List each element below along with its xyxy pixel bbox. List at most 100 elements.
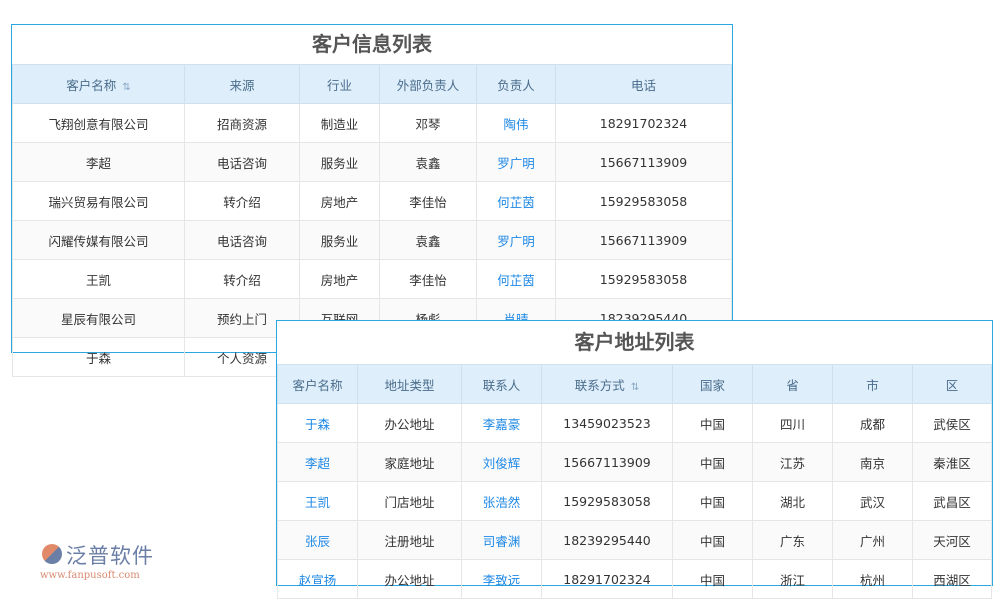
table-cell: 天河区 bbox=[912, 520, 992, 560]
table-row[interactable]: 赵宣扬 办公地址 李致远 18291702324 中国 浙江 杭州 西湖区 bbox=[277, 559, 992, 599]
table-cell: 家庭地址 bbox=[357, 442, 462, 482]
table-cell: 成都 bbox=[832, 403, 913, 443]
column-header[interactable]: 国家 bbox=[672, 364, 753, 404]
column-header[interactable]: 负责人 bbox=[476, 64, 556, 104]
table-cell: 15929583058 bbox=[555, 259, 732, 299]
column-header-label: 客户名称 bbox=[292, 377, 343, 393]
table-cell: 广州 bbox=[832, 520, 913, 560]
table-cell: 服务业 bbox=[299, 142, 380, 182]
column-header-label: 电话 bbox=[630, 77, 656, 93]
table-cell[interactable]: 李嘉豪 bbox=[461, 403, 542, 443]
table-cell: 招商资源 bbox=[184, 103, 300, 143]
column-header-label: 来源 bbox=[229, 77, 255, 93]
table-cell: 秦淮区 bbox=[912, 442, 992, 482]
table-row[interactable]: 李超 电话咨询 服务业 袁鑫 罗广明 15667113909 bbox=[12, 142, 732, 182]
table-cell[interactable]: 刘俊辉 bbox=[461, 442, 542, 482]
column-header[interactable]: 市 bbox=[832, 364, 913, 404]
customer-address-title: 客户地址列表 bbox=[574, 330, 695, 354]
table-cell[interactable]: 李致远 bbox=[461, 559, 542, 599]
table-cell: 中国 bbox=[672, 559, 753, 599]
table-cell: 飞翔创意有限公司 bbox=[12, 103, 185, 143]
table-row[interactable]: 瑞兴贸易有限公司 转介绍 房地产 李佳怡 何芷茵 15929583058 bbox=[12, 181, 732, 221]
customer-address-panel: 客户地址列表 客户名称 地址类型 联系人 联系方式 ⇅ 国家省市区于森 办公地址 李嘉豪 134… bbox=[276, 320, 993, 599]
table-cell: 武汉 bbox=[832, 481, 913, 521]
customer-info-title: 客户信息列表 bbox=[312, 32, 432, 56]
table-cell[interactable]: 罗广明 bbox=[476, 142, 556, 182]
table-cell: 江苏 bbox=[752, 442, 833, 482]
table-row[interactable]: 闪耀传媒有限公司 电话咨询 服务业 袁鑫 罗广明 15667113909 bbox=[12, 220, 732, 260]
table-cell[interactable]: 赵宣扬 bbox=[277, 559, 358, 599]
column-header[interactable]: 客户名称 ⇅ bbox=[12, 64, 185, 104]
table-cell: 袁鑫 bbox=[379, 142, 477, 182]
column-header-label: 外部负责人 bbox=[396, 77, 460, 93]
column-header[interactable]: 联系方式 ⇅ bbox=[541, 364, 673, 404]
table-cell[interactable]: 何芷茵 bbox=[476, 259, 556, 299]
column-header[interactable]: 行业 bbox=[299, 64, 380, 104]
sort-icon[interactable]: ⇅ bbox=[630, 381, 640, 393]
table-cell[interactable]: 司睿渊 bbox=[461, 520, 542, 560]
logo-url: www.fanpusoft.com bbox=[40, 570, 140, 581]
table-row[interactable]: 王凯 门店地址 张浩然 15929583058 中国 湖北 武汉 武昌区 bbox=[277, 481, 992, 521]
table-cell: 四川 bbox=[752, 403, 833, 443]
table-cell: 武侯区 bbox=[912, 403, 992, 443]
table-cell: 星辰有限公司 bbox=[12, 298, 185, 338]
column-header[interactable]: 区 bbox=[912, 364, 992, 404]
table-row[interactable]: 飞翔创意有限公司 招商资源 制造业 邓琴 陶伟 18291702324 bbox=[12, 103, 732, 143]
table-cell: 办公地址 bbox=[357, 403, 462, 443]
column-header-label: 省 bbox=[786, 377, 799, 393]
table-cell: 王凯 bbox=[12, 259, 185, 299]
table-cell: 18291702324 bbox=[541, 559, 673, 599]
column-header[interactable]: 联系人 bbox=[461, 364, 542, 404]
column-header-label: 国家 bbox=[699, 377, 725, 393]
customer-info-table: 客户名称 ⇅ 来源 行业 外部负责人 负责人 电话飞翔创意有限公司 招商资源 制造业 邓琴 陶伟 18… bbox=[12, 64, 732, 377]
table-cell: 房地产 bbox=[299, 181, 380, 221]
table-cell: 15667113909 bbox=[541, 442, 673, 482]
table-cell: 13459023523 bbox=[541, 403, 673, 443]
table-cell: 李佳怡 bbox=[379, 181, 477, 221]
table-cell: 广东 bbox=[752, 520, 833, 560]
sort-icon[interactable]: ⇅ bbox=[122, 81, 131, 93]
table-cell[interactable]: 于森 bbox=[277, 403, 358, 443]
table-cell: 服务业 bbox=[299, 220, 380, 260]
table-cell: 门店地址 bbox=[357, 481, 462, 521]
table-row[interactable]: 于森 办公地址 李嘉豪 13459023523 中国 四川 成都 武侯区 bbox=[277, 403, 992, 443]
column-header-label: 客户名称 bbox=[66, 77, 117, 93]
column-header[interactable]: 客户名称 bbox=[277, 364, 358, 404]
table-cell: 房地产 bbox=[299, 259, 380, 299]
table-cell[interactable]: 张浩然 bbox=[461, 481, 542, 521]
table-cell: 转介绍 bbox=[184, 181, 300, 221]
table-cell: 李超 bbox=[12, 142, 185, 182]
table-cell: 18291702324 bbox=[555, 103, 732, 143]
table-cell: 15667113909 bbox=[555, 142, 732, 182]
customer-info-panel: 客户信息列表 客户名称 ⇅ 来源 行业 外部负责人 负责人 电话飞翔创意有限公司 招商资源 制造… bbox=[11, 24, 733, 377]
table-cell: 瑞兴贸易有限公司 bbox=[12, 181, 185, 221]
table-cell[interactable]: 陶伟 bbox=[476, 103, 556, 143]
table-cell: 中国 bbox=[672, 481, 753, 521]
table-row[interactable]: 王凯 转介绍 房地产 李佳怡 何芷茵 15929583058 bbox=[12, 259, 732, 299]
table-cell: 中国 bbox=[672, 442, 753, 482]
column-header-label: 联系人 bbox=[482, 377, 521, 393]
table-cell[interactable]: 罗广明 bbox=[476, 220, 556, 260]
table-cell[interactable]: 何芷茵 bbox=[476, 181, 556, 221]
column-header[interactable]: 地址类型 bbox=[357, 364, 462, 404]
table-cell: 办公地址 bbox=[357, 559, 462, 599]
table-row[interactable]: 张辰 注册地址 司睿渊 18239295440 中国 广东 广州 天河区 bbox=[277, 520, 992, 560]
table-cell: 转介绍 bbox=[184, 259, 300, 299]
table-cell: 杭州 bbox=[832, 559, 913, 599]
table-cell: 闪耀传媒有限公司 bbox=[12, 220, 185, 260]
table-cell: 武昌区 bbox=[912, 481, 992, 521]
column-header[interactable]: 来源 bbox=[184, 64, 300, 104]
column-header[interactable]: 外部负责人 bbox=[379, 64, 477, 104]
table-cell[interactable]: 李超 bbox=[277, 442, 358, 482]
column-header[interactable]: 省 bbox=[752, 364, 833, 404]
logo-icon bbox=[42, 544, 62, 564]
table-row[interactable]: 李超 家庭地址 刘俊辉 15667113909 中国 江苏 南京 秦淮区 bbox=[277, 442, 992, 482]
customer-address-table: 客户名称 地址类型 联系人 联系方式 ⇅ 国家省市区于森 办公地址 李嘉豪 1345902352… bbox=[277, 364, 992, 599]
column-header-label: 地址类型 bbox=[384, 377, 435, 393]
table-cell: 15929583058 bbox=[555, 181, 732, 221]
table-cell[interactable]: 张辰 bbox=[277, 520, 358, 560]
column-header[interactable]: 电话 bbox=[555, 64, 732, 104]
column-header-label: 市 bbox=[866, 377, 879, 393]
table-cell: 李佳怡 bbox=[379, 259, 477, 299]
table-cell[interactable]: 王凯 bbox=[277, 481, 358, 521]
